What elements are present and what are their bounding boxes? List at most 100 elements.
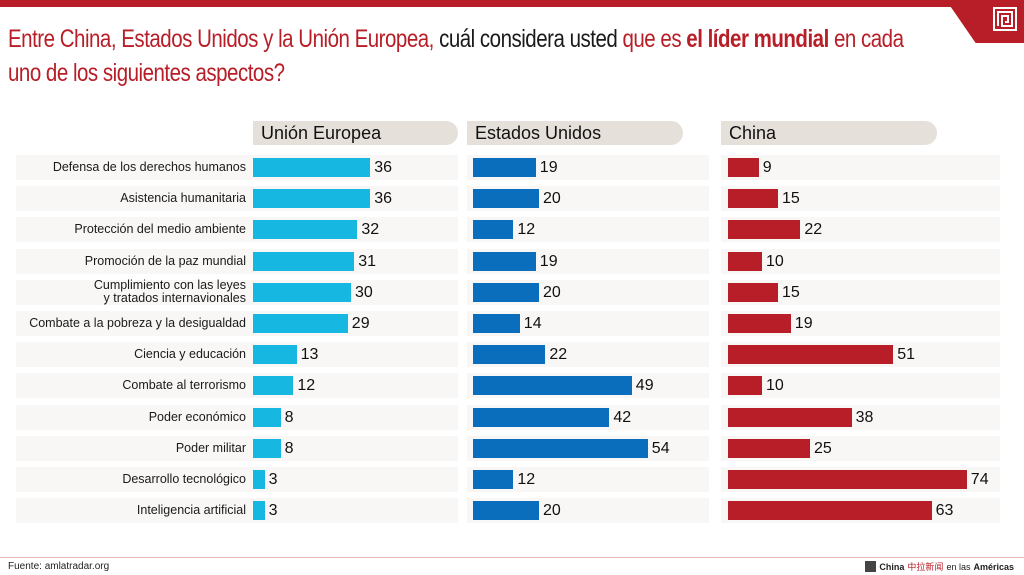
bar-cn	[728, 314, 791, 333]
value-label-cn: 15	[782, 283, 800, 301]
category-label: Inteligencia artificial	[136, 503, 246, 518]
value-label-us: 49	[635, 377, 654, 395]
value-label-eu: 36	[374, 159, 392, 176]
bar-cn	[728, 438, 810, 458]
row-background	[16, 373, 458, 399]
value-label-us: 42	[613, 408, 632, 426]
bar-eu	[253, 251, 355, 271]
category-label: Defensa de los derechos humanos	[52, 160, 246, 174]
value-label-us: 22	[549, 346, 568, 364]
row-background	[721, 373, 1000, 399]
value-label-us: 12	[517, 221, 536, 239]
bar-cn	[728, 376, 762, 396]
bar-us	[473, 189, 539, 209]
bar-cn	[728, 251, 762, 271]
value-label-cn: 10	[766, 377, 784, 395]
value-label-cn: 63	[935, 502, 954, 520]
value-label-eu: 3	[268, 471, 278, 488]
value-label-eu: 12	[297, 377, 316, 395]
row-background	[16, 248, 458, 274]
value-label-eu: 13	[300, 346, 319, 364]
bar-us	[473, 345, 546, 365]
row-background	[16, 435, 458, 461]
bar-eu	[253, 189, 371, 209]
bar-us	[473, 438, 648, 458]
value-label-us: 14	[523, 315, 542, 332]
title-part-red: Entre China, Estados Unidos y la Unión E…	[8, 25, 434, 53]
source-note: Fuente: amlatradar.org	[8, 561, 110, 572]
bar-eu	[253, 376, 294, 396]
title-part-bold: el líder mundial	[686, 25, 829, 53]
category-label: Cumplimiento con las leyes y tratados in…	[16, 278, 246, 306]
brand-suffix: Américas	[973, 561, 1014, 572]
value-label-eu: 3	[268, 502, 278, 520]
value-label-cn: 51	[897, 346, 915, 364]
category-label: Poder económico	[148, 409, 246, 424]
corner-logo-tab	[946, 0, 1024, 43]
category-label: Poder militar	[175, 440, 246, 455]
bar-eu	[253, 501, 265, 521]
value-label-us: 19	[539, 252, 558, 270]
category-label-text: Cumplimiento con las leyes y tratados in…	[93, 278, 246, 306]
value-label-cn: 15	[782, 190, 800, 208]
row-background	[16, 155, 458, 180]
bar-eu	[253, 438, 281, 458]
value-label-cn: 22	[804, 221, 823, 239]
row-background	[16, 498, 458, 524]
bar-us	[473, 470, 514, 489]
value-label-eu: 31	[358, 252, 376, 270]
value-label-us: 20	[543, 190, 561, 208]
bar-cn	[728, 220, 801, 240]
category-label: Combate a la pobreza y la desigualdad	[29, 316, 246, 330]
bar-eu	[253, 220, 358, 240]
row-background	[721, 155, 1000, 180]
bar-cn	[728, 345, 894, 365]
value-label-eu: 8	[284, 408, 294, 426]
panel-header-china: China	[721, 121, 937, 145]
chart-title: Entre China, Estados Unidos y la Unión E…	[8, 22, 910, 90]
value-label-eu: 32	[361, 221, 380, 239]
brand-square-icon	[865, 561, 877, 572]
brand-logo: China 中拉新闻 en las Américas	[865, 560, 1014, 573]
value-label-us: 54	[651, 439, 670, 457]
panel-header-us: Estados Unidos	[467, 121, 683, 145]
value-label-us: 20	[543, 283, 561, 301]
row-background	[16, 342, 458, 368]
brand-chinese: 中拉新闻	[907, 562, 944, 572]
title-part-black: cuál considera usted	[433, 25, 623, 53]
bar-eu	[253, 470, 265, 489]
category-label: Ciencia y educación	[134, 347, 246, 362]
bar-eu	[253, 314, 348, 333]
value-label-cn: 10	[766, 252, 784, 270]
bar-cn	[728, 282, 778, 302]
brand-mid: en las	[946, 561, 971, 572]
value-label-cn: 74	[970, 471, 989, 488]
bar-us	[473, 314, 520, 333]
row-background	[16, 279, 458, 305]
row-background	[16, 217, 458, 243]
bar-us	[473, 376, 632, 396]
bar-cn	[728, 189, 778, 209]
panel-header-eu: Unión Europea	[253, 121, 458, 145]
bar-us	[473, 501, 539, 521]
category-label: Desarrollo tecnológico	[122, 472, 246, 486]
row-background	[16, 186, 458, 212]
bar-us	[473, 282, 539, 302]
bar-cn	[728, 158, 759, 177]
bar-eu	[253, 282, 351, 302]
value-label-us: 20	[543, 502, 561, 520]
top-accent-bar	[0, 0, 1024, 7]
row-background	[16, 467, 458, 492]
category-label: Asistencia humanitaria	[120, 191, 246, 206]
bar-eu	[253, 407, 281, 427]
value-label-eu: 30	[355, 283, 373, 301]
brand-prefix: China	[879, 561, 905, 572]
footer-divider	[0, 557, 1024, 558]
fret-logo-icon	[993, 7, 1017, 31]
title-part-red-2: que es	[622, 25, 687, 53]
value-label-us: 19	[539, 159, 558, 176]
bar-cn	[728, 501, 932, 521]
value-label-eu: 29	[351, 315, 370, 332]
bar-us	[473, 407, 610, 427]
title-part-red-3: en cada uno de los siguientes aspectos?	[8, 25, 904, 87]
